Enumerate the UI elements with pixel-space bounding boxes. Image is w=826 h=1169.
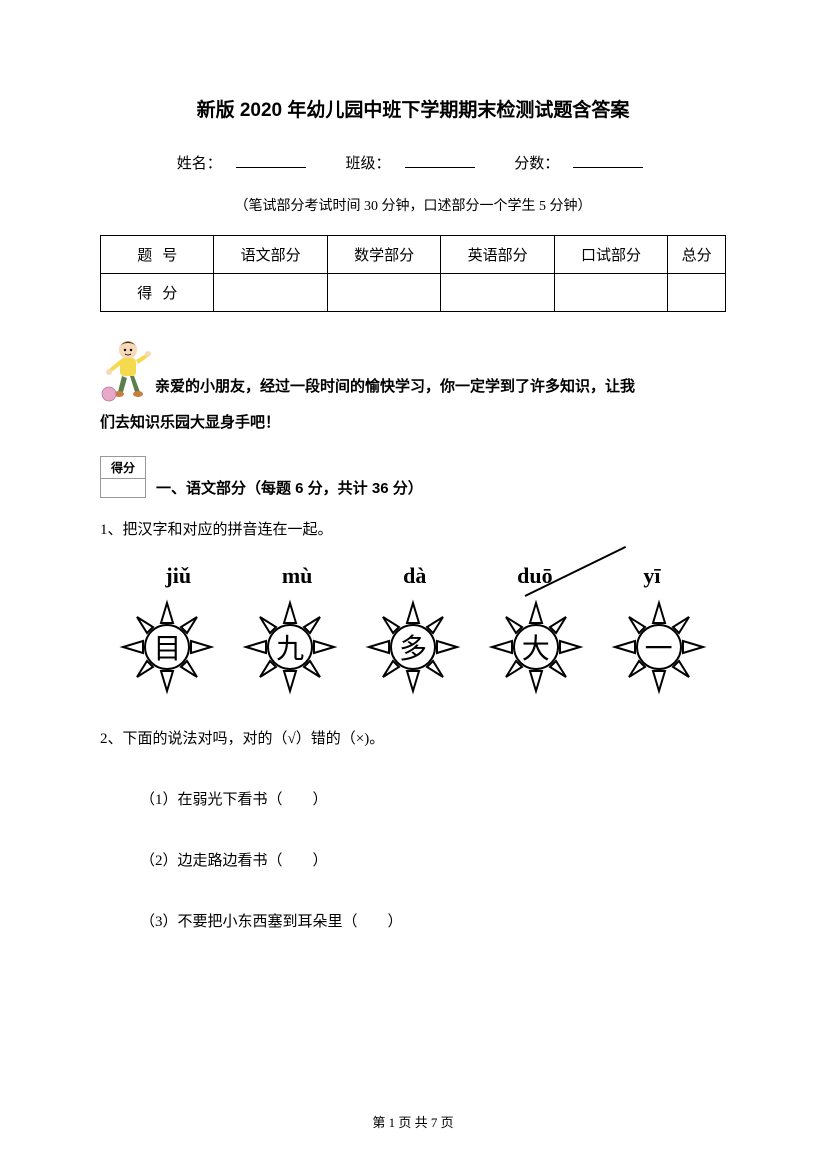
- intro-text-line1: 亲爱的小朋友，经过一段时间的愉快学习，你一定学到了许多知识，让我: [155, 372, 635, 406]
- td-blank[interactable]: [668, 274, 726, 312]
- name-blank[interactable]: [236, 167, 306, 168]
- sun-icon: 多: [363, 597, 463, 697]
- page-title: 新版 2020 年幼儿园中班下学期期末检测试题含答案: [100, 95, 726, 122]
- th-math: 数学部分: [327, 236, 440, 274]
- question-2-item: （2）边走路边看书（ ）: [140, 849, 726, 870]
- th-chinese: 语文部分: [214, 236, 327, 274]
- sun-icon: 一: [609, 597, 709, 697]
- pinyin-item: yī: [643, 563, 660, 589]
- question-2-item: （3）不要把小东西塞到耳朵里（ ）: [140, 910, 726, 931]
- name-label: 姓名：: [177, 156, 222, 172]
- td-blank[interactable]: [441, 274, 554, 312]
- table-row: 得分: [101, 274, 726, 312]
- sun-icon: 目: [117, 597, 217, 697]
- th-oral: 口试部分: [554, 236, 667, 274]
- td-blank[interactable]: [327, 274, 440, 312]
- sun-icon: 大: [486, 597, 586, 697]
- section-score-box: 得分: [100, 456, 146, 498]
- class-blank[interactable]: [405, 167, 475, 168]
- section-1-title: 一、语文部分（每题 6 分，共计 36 分）: [156, 477, 423, 498]
- pinyin-item: mù: [282, 563, 313, 589]
- hanzi-char: 多: [399, 627, 427, 667]
- mascot-icon: [100, 336, 155, 406]
- score-table: 题号 语文部分 数学部分 英语部分 口试部分 总分 得分: [100, 235, 726, 312]
- pinyin-item: jiǔ: [165, 563, 191, 589]
- page-footer: 第 1 页 共 7 页: [0, 1112, 826, 1131]
- intro-text-line2: 们去知识乐园大显身手吧！: [100, 408, 726, 438]
- score-box-blank[interactable]: [101, 479, 145, 497]
- score-box-label: 得分: [101, 457, 145, 479]
- class-label: 班级：: [345, 156, 390, 172]
- th-item: 题号: [101, 236, 214, 274]
- th-english: 英语部分: [441, 236, 554, 274]
- table-row: 题号 语文部分 数学部分 英语部分 口试部分 总分: [101, 236, 726, 274]
- score-label: 分数：: [514, 156, 559, 172]
- hanzi-char: 九: [276, 627, 304, 667]
- pinyin-item: dà: [403, 563, 426, 589]
- hanzi-char: 目: [153, 627, 181, 667]
- hanzi-char: 大: [522, 627, 550, 667]
- hanzi-char: 一: [645, 627, 673, 667]
- exam-note: （笔试部分考试时间 30 分钟，口述部分一个学生 5 分钟）: [100, 195, 726, 215]
- pinyin-row: jiǔ mù dà duō yī: [100, 563, 726, 589]
- student-info-line: 姓名： 班级： 分数：: [100, 152, 726, 173]
- th-total: 总分: [668, 236, 726, 274]
- score-blank[interactable]: [573, 167, 643, 168]
- question-2: 2、下面的说法对吗，对的（√）错的（×)。: [100, 727, 726, 748]
- suns-row: 目 九 多: [100, 597, 726, 697]
- sun-icon: 九: [240, 597, 340, 697]
- question-1: 1、把汉字和对应的拼音连在一起。: [100, 518, 726, 539]
- td-blank[interactable]: [554, 274, 667, 312]
- td-score-label: 得分: [101, 274, 214, 312]
- td-blank[interactable]: [214, 274, 327, 312]
- question-2-item: （1）在弱光下看书（ ）: [140, 788, 726, 809]
